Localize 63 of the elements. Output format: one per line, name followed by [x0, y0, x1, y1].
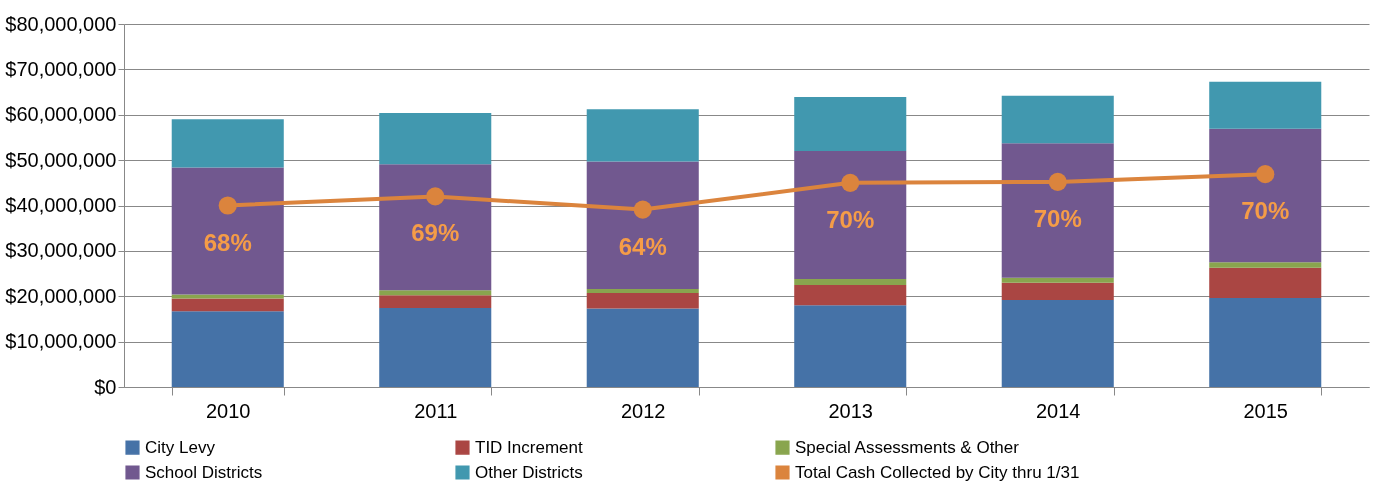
y-tick-label: $0 — [94, 375, 117, 398]
legend-label: Total Cash Collected by City thru 1/31 — [795, 462, 1080, 482]
point — [426, 187, 445, 206]
y-tick-label: $80,000,000 — [5, 12, 117, 35]
bar — [1209, 81, 1322, 129]
x-tick-label: 2014 — [1036, 399, 1081, 422]
bar — [586, 293, 699, 309]
y-tick-label: $30,000,000 — [5, 239, 117, 262]
annotation: 70% — [826, 205, 875, 233]
bar — [586, 161, 699, 289]
y-tick-label: $60,000,000 — [5, 103, 117, 126]
bar — [1209, 262, 1322, 268]
legend-label: TID Increment — [475, 437, 583, 457]
point — [841, 173, 860, 192]
bar — [1209, 298, 1322, 387]
bar — [379, 308, 492, 387]
bar — [586, 288, 699, 294]
legend-label: School Districts — [145, 462, 263, 482]
bar — [1001, 299, 1114, 387]
bar — [171, 294, 284, 299]
bar — [1209, 128, 1322, 263]
bar — [379, 164, 492, 291]
point — [1048, 172, 1067, 191]
legend-label: Other Districts — [475, 462, 583, 482]
bar — [1001, 95, 1114, 144]
bar — [379, 112, 492, 165]
bar — [1001, 282, 1114, 300]
bar — [1001, 277, 1114, 283]
point — [633, 200, 652, 219]
bar — [794, 279, 907, 285]
annotation: 70% — [1033, 204, 1082, 232]
legend-label: Special Assessments & Other — [795, 437, 1020, 457]
bar — [794, 97, 907, 152]
bar — [586, 308, 699, 387]
bar — [794, 305, 907, 387]
annotation: 64% — [618, 232, 667, 260]
x-tick-label: 2011 — [414, 399, 458, 422]
legend-label: City Levy — [145, 437, 216, 457]
bar — [1209, 267, 1322, 299]
x-tick-label: 2013 — [828, 399, 873, 422]
y-tick-label: $70,000,000 — [5, 57, 117, 80]
y-tick-label: $10,000,000 — [5, 330, 117, 353]
bar — [1001, 143, 1114, 278]
x-tick-label: 2010 — [206, 399, 251, 422]
point — [1256, 165, 1275, 184]
bar — [794, 284, 907, 306]
bar — [171, 167, 284, 295]
bar — [379, 295, 492, 309]
bar — [379, 290, 492, 296]
bar — [171, 311, 284, 387]
y-tick-label: $50,000,000 — [5, 148, 117, 171]
annotation: 69% — [411, 219, 460, 247]
bar — [171, 298, 284, 312]
annotation: 68% — [203, 228, 252, 256]
point — [218, 196, 237, 215]
bar — [171, 119, 284, 168]
bar — [586, 109, 699, 162]
y-tick-label: $40,000,000 — [5, 194, 117, 216]
annotation: 70% — [1241, 197, 1290, 225]
bar — [794, 151, 907, 280]
x-tick-label: 2015 — [1243, 399, 1288, 422]
x-tick-label: 2012 — [621, 399, 666, 422]
y-tick-label: $20,000,000 — [5, 284, 117, 307]
